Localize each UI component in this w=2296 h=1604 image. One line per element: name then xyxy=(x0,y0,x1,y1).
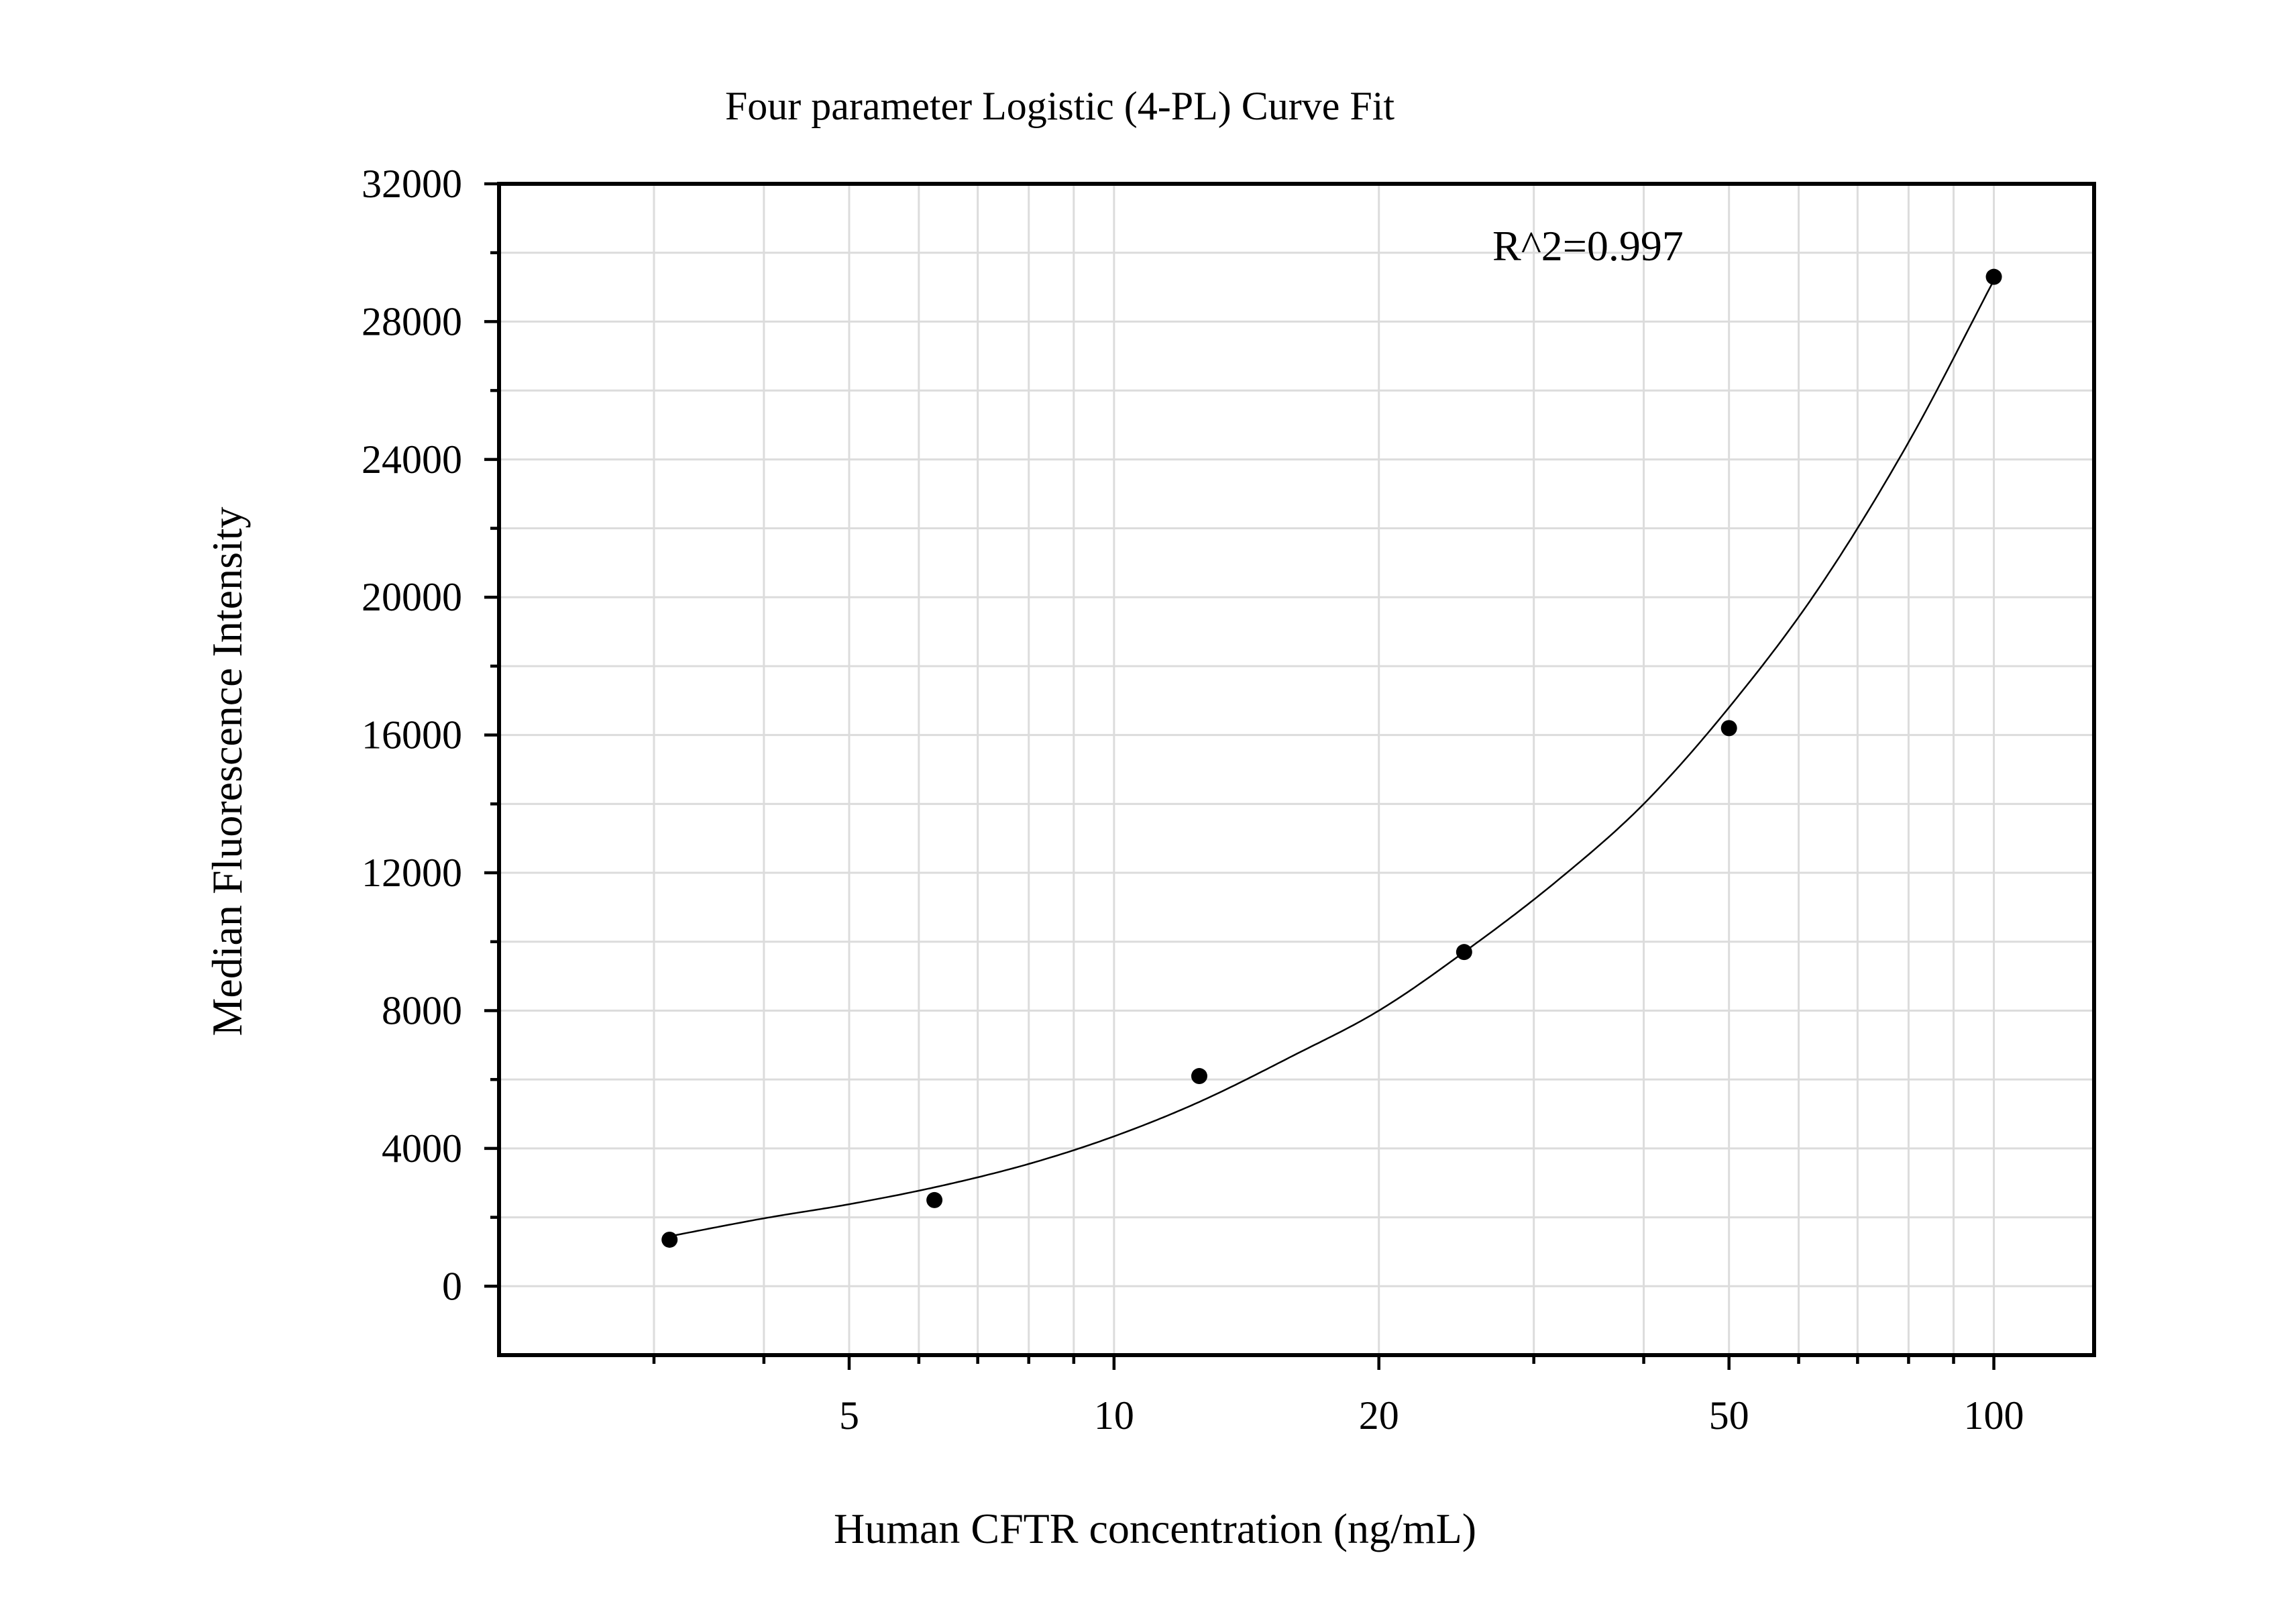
r-squared-annotation: R^2=0.997 xyxy=(1492,222,1684,270)
x-tick-label: 5 xyxy=(839,1393,859,1438)
y-tick-label: 4000 xyxy=(382,1126,462,1171)
x-tick-label: 50 xyxy=(1709,1393,1749,1438)
data-point xyxy=(1720,720,1737,737)
data-point xyxy=(1456,944,1472,961)
data-points xyxy=(661,268,2002,1248)
data-point xyxy=(926,1191,943,1208)
y-axis-label: Median Fluorescence Intensity xyxy=(203,506,251,1036)
tick-marks xyxy=(484,182,1996,1370)
y-tick-labels: 0 4000 8000 12000 16000 20000 24000 28000 32000 xyxy=(362,162,462,1308)
y-tick-label: 20000 xyxy=(362,575,462,619)
x-tick-label: 100 xyxy=(1964,1393,2024,1438)
plot-frame xyxy=(497,182,2096,1357)
grid-layer xyxy=(499,182,2094,1355)
data-point xyxy=(1985,268,2002,285)
y-tick-label: 32000 xyxy=(362,162,462,206)
x-tick-labels: 5 10 20 50 100 xyxy=(839,1393,2024,1438)
x-axis-label: Human CFTR concentration (ng/mL) xyxy=(834,1505,1476,1552)
x-tick-label: 20 xyxy=(1359,1393,1399,1438)
data-point xyxy=(661,1231,678,1248)
y-tick-label: 12000 xyxy=(362,851,462,895)
y-tick-label: 16000 xyxy=(362,713,462,757)
data-point xyxy=(1191,1068,1207,1085)
y-tick-label: 0 xyxy=(442,1264,462,1308)
chart-title: Four parameter Logistic (4-PL) Curve Fit xyxy=(725,84,1395,128)
y-tick-label: 8000 xyxy=(382,988,462,1032)
y-tick-label: 28000 xyxy=(362,299,462,343)
fit-curve-line xyxy=(669,280,1995,1238)
y-tick-label: 24000 xyxy=(362,437,462,482)
x-tick-label: 10 xyxy=(1094,1393,1134,1438)
